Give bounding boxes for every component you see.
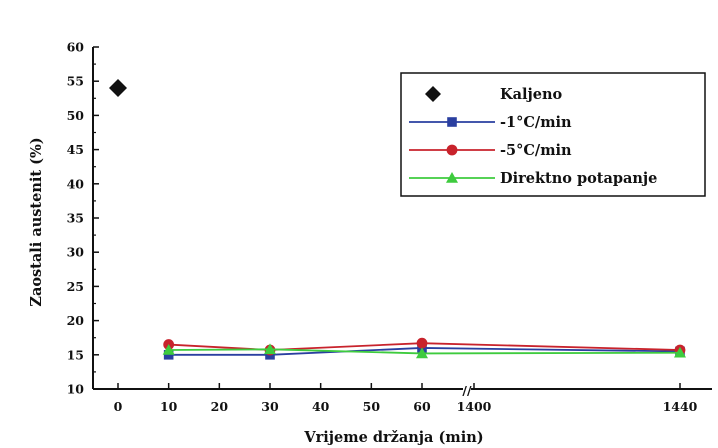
x-axis-label: Vrijeme držanja (min) <box>303 429 483 446</box>
x-tick-label: 50 <box>363 399 381 414</box>
legend-label: -1°C/min <box>500 114 572 131</box>
legend-label: Kaljeno <box>500 86 563 103</box>
x-tick-label: 40 <box>312 399 330 414</box>
y-tick-label: 30 <box>67 245 85 260</box>
data-point <box>416 347 428 359</box>
data-point <box>674 346 686 358</box>
x-tick-label: 20 <box>211 399 229 414</box>
axis-break-mark: // <box>462 383 472 398</box>
data-point <box>264 343 276 355</box>
series-3 <box>162 343 686 359</box>
axes: // 10 15 20 25 30 35 40 45 50 55 60 0 10 20 30 40 50 60 140… <box>67 40 712 414</box>
y-axis-label: Zaostali austenit (%) <box>28 137 45 306</box>
legend-swatch-marker <box>447 117 457 127</box>
series-0 <box>109 79 127 98</box>
series-line <box>168 342 681 351</box>
legend-label: Direktno potapanje <box>500 170 657 187</box>
y-tick-label: 40 <box>67 176 85 191</box>
y-tick-label: 45 <box>67 142 84 157</box>
x-tick-label: 0 <box>114 399 123 414</box>
y-tick-label: 50 <box>67 108 85 123</box>
legend-swatch-marker <box>425 86 441 102</box>
x-tick-label: 30 <box>261 399 279 414</box>
data-point <box>162 344 175 355</box>
x-tick-label: 1440 <box>663 399 698 414</box>
y-tick-label: 25 <box>67 279 84 294</box>
legend-swatch-marker <box>446 172 458 183</box>
x-tick-label: 60 <box>413 399 431 414</box>
x-tick-label: 1400 <box>457 399 492 414</box>
data-point <box>109 79 127 98</box>
y-tick-label: 15 <box>67 347 84 362</box>
series-line <box>168 348 681 355</box>
legend-label: -5°C/min <box>500 142 572 159</box>
y-tick-label: 55 <box>67 74 84 89</box>
legend: Kaljeno -1°C/min -5°C/min Direktno potapanj… <box>400 72 706 197</box>
y-tick-label: 10 <box>67 382 85 397</box>
y-tick-label: 20 <box>67 313 85 328</box>
data-point <box>416 337 428 349</box>
series-layer <box>109 79 686 360</box>
y-tick-label: 35 <box>67 211 84 226</box>
legend-swatch-marker <box>446 144 458 156</box>
x-tick-label: 10 <box>160 399 178 414</box>
y-tick-label: 60 <box>67 40 85 55</box>
